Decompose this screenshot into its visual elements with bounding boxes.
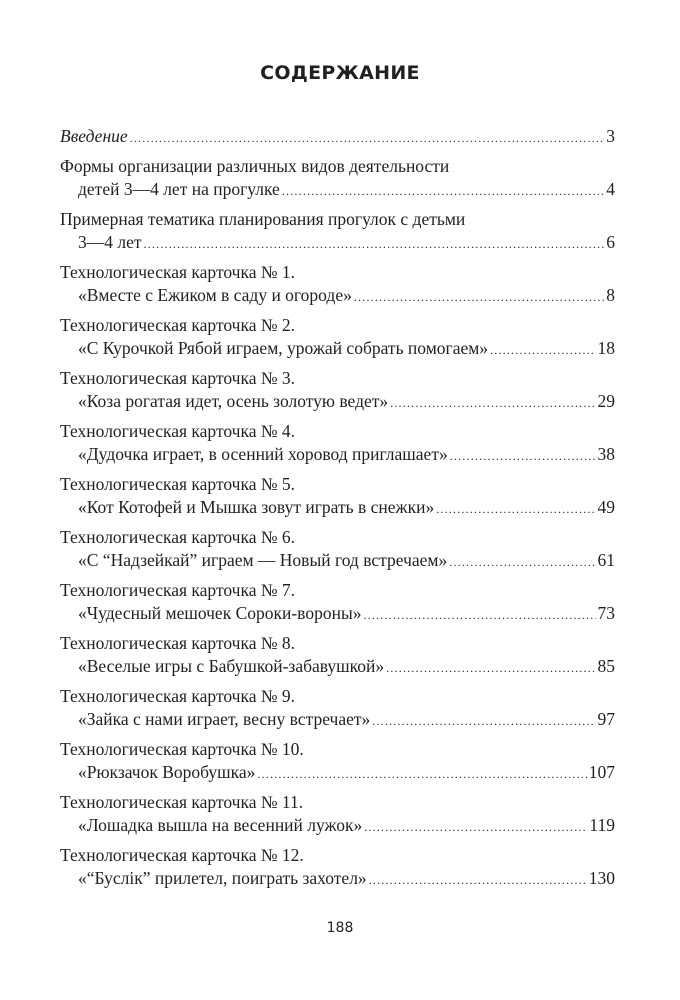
toc-entry-title: «С Курочкой Рябой играем, урожай собрать… [78,338,489,358]
dot-leader [490,339,595,362]
toc-entry-title: «“Буслік” прилетел, поиграть захотел» [78,868,367,888]
toc-entry-title: «Дудочка играет, в осенний хоровод пригл… [78,444,448,464]
dot-leader [450,445,596,468]
toc-entry-title: «Чудесный мешочек Сороки-вороны» [78,603,362,623]
toc-entry[interactable]: Формы организации различных видов деятел… [60,155,615,201]
dot-leader [436,498,595,521]
toc-page-number: 97 [597,709,616,729]
toc-entry-heading: Технологическая карточка № 1. [60,262,296,282]
toc-entry-title: «Зайка с нами играет, весну встречает» [78,709,371,729]
toc-entry[interactable]: Технологическая карточка № 2. «С Курочкой… [60,314,615,360]
toc-entry[interactable]: Технологическая карточка № 8. «Веселые иг… [60,632,615,678]
toc-page-number: 85 [597,656,616,676]
toc-entry-heading: Технологическая карточка № 5. [60,474,296,494]
toc-entry[interactable]: Технологическая карточка № 3. «Коза рогат… [60,367,615,413]
toc-page-number: 107 [588,762,615,782]
toc-entry-heading: Технологическая карточка № 11. [60,792,304,812]
toc-page-number: 6 [606,232,615,252]
dot-leader [257,763,586,786]
toc-entry-heading: Примерная тематика планирования прогулок… [60,209,466,229]
table-of-contents: Введение 3 Формы организации различных вид… [60,125,615,897]
toc-entry-title: «Рюкзачок Воробушка» [78,762,256,782]
toc-entry-title: «Вместе с Ежиком в саду и огороде» [78,285,352,305]
dot-leader [372,710,595,733]
toc-entry[interactable]: Технологическая карточка № 11. «Лошадка в… [60,791,615,837]
toc-entry-title: «Кот Котофей и Мышка зовут играть в снеж… [78,497,435,517]
toc-entry-heading: Технологическая карточка № 3. [60,368,296,388]
toc-page-number: 8 [606,285,615,305]
toc-entry[interactable]: Введение 3 [60,125,615,148]
toc-entry-heading: Технологическая карточка № 12. [60,845,304,865]
toc-entry[interactable]: Технологическая карточка № 7. «Чудесный м… [60,579,615,625]
toc-entry-title: «С “Надзейкай” играем — Новый год встреч… [78,550,448,570]
toc-entry-heading: Технологическая карточка № 10. [60,739,304,759]
dot-leader [130,127,605,150]
toc-entry-heading: Технологическая карточка № 7. [60,580,296,600]
toc-page-number: 4 [606,179,615,199]
toc-entry[interactable]: Технологическая карточка № 5. «Кот Котофе… [60,473,615,519]
page-title: СОДЕРЖАНИЕ [260,62,420,84]
toc-page-number: 29 [597,391,616,411]
toc-page-number: 38 [597,444,616,464]
toc-entry-heading: Технологическая карточка № 6. [60,527,296,547]
toc-entry-heading: Формы организации различных видов деятел… [60,156,450,176]
toc-entry[interactable]: Технологическая карточка № 9. «Зайка с на… [60,685,615,731]
toc-entry-title: «Лошадка вышла на весенний лужок» [78,815,363,835]
toc-page-number: 3 [606,126,615,146]
toc-entry[interactable]: Технологическая карточка № 1. «Вместе с Е… [60,261,615,307]
toc-entry[interactable]: Технологическая карточка № 4. «Дудочка иг… [60,420,615,466]
toc-entry[interactable]: Технологическая карточка № 12. «“Буслік” … [60,844,615,890]
toc-entry-heading: Технологическая карточка № 9. [60,686,296,706]
dot-leader [386,657,595,680]
dot-leader [282,180,604,203]
dot-leader [144,233,605,256]
dot-leader [449,551,595,574]
toc-entry-title: «Веселые игры с Бабушкой-забавушкой» [78,656,385,676]
toc-entry[interactable]: Технологическая карточка № 10. «Рюкзачок … [60,738,615,784]
dot-leader [369,869,587,892]
dot-leader [354,286,604,309]
toc-entry-title: «Коза рогатая идет, осень золотую ведет» [78,391,389,411]
dot-leader [364,816,587,839]
toc-entry-title: Введение [60,126,128,146]
dot-leader [363,604,595,627]
dot-leader [390,392,595,415]
toc-page-number: 130 [588,868,615,888]
toc-entry-title: детей 3—4 лет на прогулке [78,179,280,199]
toc-entry-heading: Технологическая карточка № 8. [60,633,296,653]
toc-page-number: 73 [597,603,616,623]
toc-page-number: 18 [597,338,616,358]
toc-page-number: 49 [597,497,616,517]
toc-entry-heading: Технологическая карточка № 4. [60,421,296,441]
toc-entry-title: 3—4 лет [78,232,142,252]
toc-entry-heading: Технологическая карточка № 2. [60,315,296,335]
toc-entry[interactable]: Технологическая карточка № 6. «С “Надзейк… [60,526,615,572]
toc-page-number: 119 [589,815,615,835]
page-number: 188 [326,920,354,936]
toc-page-number: 61 [597,550,616,570]
toc-entry[interactable]: Примерная тематика планирования прогулок… [60,208,615,254]
